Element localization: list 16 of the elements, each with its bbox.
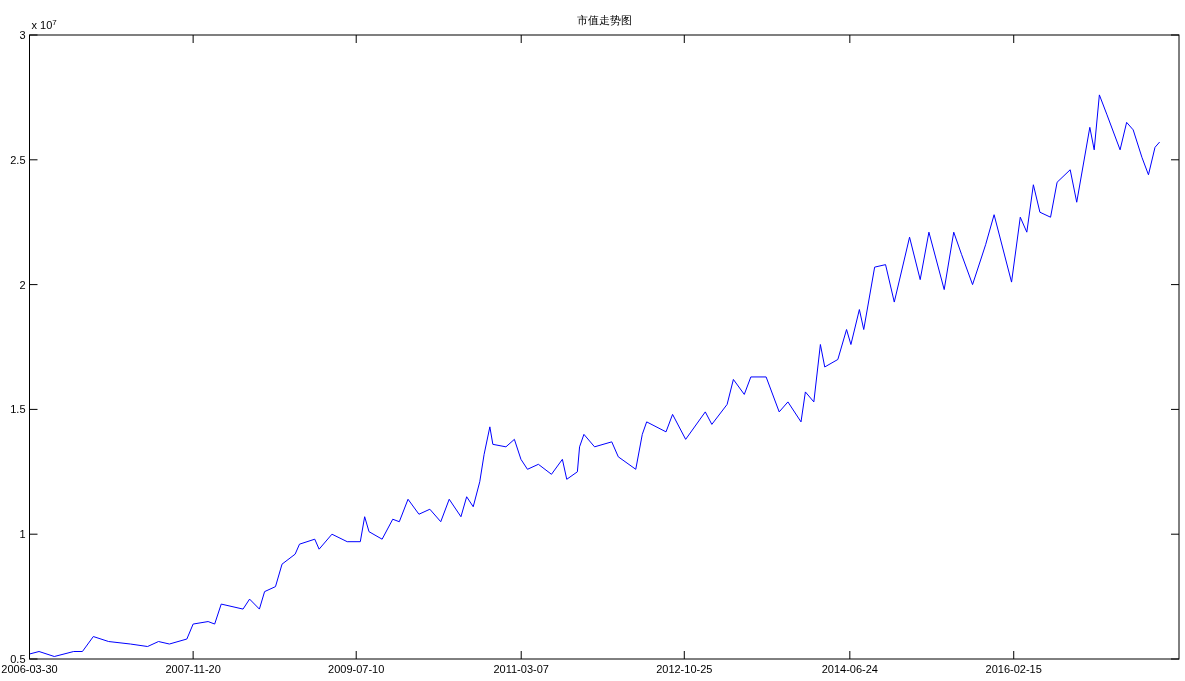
text: x 10$^{7}$ — [31, 17, 58, 31]
x-tick-label: 2011-03-07 — [493, 663, 549, 675]
y-tick-label: 2 — [19, 278, 26, 291]
x-tick-label: 2007-11-20 — [165, 663, 221, 675]
y-tick-label: 1.5 — [10, 403, 26, 416]
x-tick-label: 2016-02-15 — [985, 663, 1042, 675]
x-tick-label: 2009-07-10 — [328, 663, 385, 675]
x-tick-label: 2012-10-25 — [656, 663, 713, 675]
y-tick-label: 1 — [19, 528, 26, 541]
y-tick-label: 0.5 — [10, 653, 26, 665]
x-tick-label: 2014-06-24 — [821, 663, 878, 675]
y-tick-label: 2.5 — [10, 153, 26, 166]
line-series — [29, 94, 1160, 657]
x-tick-label: 2006-03-30 — [1, 663, 58, 675]
y-tick-label: 3 — [19, 29, 26, 41]
chart-title: 市值走势图 — [576, 14, 632, 26]
